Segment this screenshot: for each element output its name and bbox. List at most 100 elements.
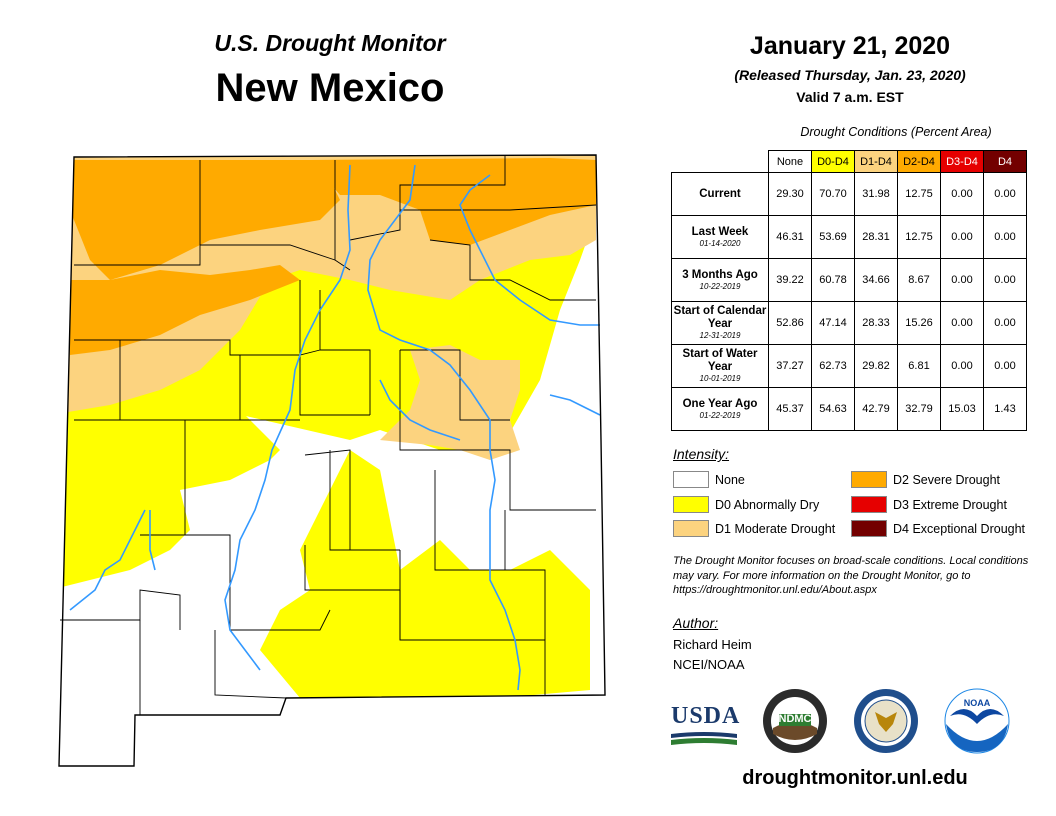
table-cell: 42.79 <box>854 387 898 431</box>
col-header-d3-d4: D3-D4 <box>940 150 984 173</box>
row-label: Start of Calendar Year 12-31-2019 <box>671 301 769 345</box>
table-cell: 28.31 <box>854 215 898 259</box>
table-cell: 0.00 <box>940 258 984 302</box>
table-cell: 0.00 <box>940 172 984 216</box>
table-cell: 39.22 <box>768 258 812 302</box>
disclaimer-note: The Drought Monitor focuses on broad-sca… <box>673 555 1029 596</box>
legend-label: D3 Extreme Drought <box>893 497 1007 512</box>
table-cell: 0.00 <box>983 301 1027 345</box>
doc-seal-logo <box>853 688 919 759</box>
ndmc-seal-icon <box>763 689 827 753</box>
row-label-date: 01-14-2020 <box>699 238 741 248</box>
table-cell: 0.00 <box>983 344 1027 388</box>
author-name: Richard Heim <box>673 637 752 652</box>
row-label-date: 10-22-2019 <box>699 281 741 291</box>
table-cell: 37.27 <box>768 344 812 388</box>
table-row: Last Week 01-14-2020 46.31 53.69 28.31 12.75 0… <box>671 215 1027 259</box>
table-cell: 29.82 <box>854 344 898 388</box>
website-url[interactable]: droughtmonitor.unl.edu <box>742 767 968 789</box>
legend-item-d4: D4 Exceptional Drought <box>851 520 1025 537</box>
table-cell: 47.14 <box>811 301 855 345</box>
legend-swatch <box>851 471 887 488</box>
row-label-text: Start of Calendar Year <box>673 305 767 330</box>
commerce-seal-icon <box>854 689 918 753</box>
usda-swoosh-icon <box>671 732 737 745</box>
row-label: One Year Ago 01-22-2019 <box>671 387 769 431</box>
table-caption: Drought Conditions (Percent Area) <box>800 125 992 139</box>
table-cell: 31.98 <box>854 172 898 216</box>
col-header-d0-d4: D0-D4 <box>811 150 855 173</box>
state-outline <box>58 154 606 767</box>
legend-label: D1 Moderate Drought <box>715 521 836 536</box>
legend-title: Intensity: <box>673 446 730 462</box>
ndmc-logo-text: NDMC <box>778 713 812 725</box>
legend-label: None <box>715 472 745 487</box>
legend-item-d0: D0 Abnormally Dry <box>673 496 819 513</box>
table-cell: 52.86 <box>768 301 812 345</box>
drought-conditions-table: None D0-D4 D1-D4 D2-D4 D3-D4 D4 Current 2… <box>671 150 1027 431</box>
author-org: NCEI/NOAA <box>673 657 745 672</box>
table-cell: 0.00 <box>940 301 984 345</box>
usda-logo: USDA <box>671 703 739 749</box>
legend-label: D2 Severe Drought <box>893 472 1001 487</box>
legend-swatch <box>673 520 709 537</box>
table-cell: 0.00 <box>983 215 1027 259</box>
table-cell: 0.00 <box>983 172 1027 216</box>
table-cell: 15.26 <box>897 301 941 345</box>
table-cell: 60.78 <box>811 258 855 302</box>
rivers <box>69 164 601 691</box>
row-label-text: One Year Ago <box>682 397 758 410</box>
table-row: Start of Calendar Year 12-31-2019 52.86 47.… <box>671 301 1027 345</box>
author-heading: Author: <box>673 615 719 631</box>
table-row: Start of Water Year 10-01-2019 37.27 62.73 2… <box>671 344 1027 388</box>
table-cell: 8.67 <box>897 258 941 302</box>
row-label-text: 3 Months Ago <box>682 268 758 281</box>
table-cell: 0.00 <box>940 344 984 388</box>
table-row: Current 29.30 70.70 31.98 12.75 0.00 0.00 <box>671 172 1027 216</box>
col-header-d1-d4: D1-D4 <box>854 150 898 173</box>
drought-area-d2 <box>70 158 596 355</box>
release-date: (Released Thursday, Jan. 23, 2020) <box>734 67 966 83</box>
legend-swatch <box>851 520 887 537</box>
row-label: 3 Months Ago 10-22-2019 <box>671 258 769 302</box>
row-label-text: Current <box>699 187 741 200</box>
row-label: Start of Water Year 10-01-2019 <box>671 344 769 388</box>
table-cell: 62.73 <box>811 344 855 388</box>
table-cell: 53.69 <box>811 215 855 259</box>
table-cell: 45.37 <box>768 387 812 431</box>
new-mexico-drought-map <box>58 154 606 767</box>
table-cell: 0.00 <box>940 215 984 259</box>
legend-item-d1: D1 Moderate Drought <box>673 520 835 537</box>
row-label: Current <box>671 172 769 216</box>
valid-date: January 21, 2020 <box>749 32 951 60</box>
row-label-date: 10-01-2019 <box>699 374 741 383</box>
legend-swatch <box>673 496 709 513</box>
table-cell: 32.79 <box>897 387 941 431</box>
noaa-logo: NOAA <box>944 688 1010 759</box>
row-label-text: Start of Water Year <box>682 348 758 373</box>
table-cell: 12.75 <box>897 172 941 216</box>
table-cell: 6.81 <box>897 344 941 388</box>
legend-label: D0 Abnormally Dry <box>715 497 820 512</box>
noaa-seagull-icon <box>944 688 1010 754</box>
legend-item-d2: D2 Severe Drought <box>851 471 1000 488</box>
col-header-none: None <box>768 150 812 173</box>
table-cell: 0.00 <box>983 258 1027 302</box>
row-label-date: 01-22-2019 <box>699 410 741 420</box>
table-cell: 46.31 <box>768 215 812 259</box>
table-cell: 28.33 <box>854 301 898 345</box>
map-title: New Mexico <box>215 66 445 110</box>
table-cell: 70.70 <box>811 172 855 216</box>
table-cell: 34.66 <box>854 258 898 302</box>
legend-item-none: None <box>673 471 745 488</box>
legend-swatch <box>673 471 709 488</box>
noaa-logo-text: NOAA <box>963 698 991 708</box>
table-cell: 12.75 <box>897 215 941 259</box>
col-header-d4: D4 <box>983 150 1027 173</box>
row-label-date: 12-31-2019 <box>699 331 741 340</box>
table-cell: 54.63 <box>811 387 855 431</box>
table-row: 3 Months Ago 10-22-2019 39.22 60.78 34.66 8.6… <box>671 258 1027 302</box>
col-header-d2-d4: D2-D4 <box>897 150 941 173</box>
table-cell: 29.30 <box>768 172 812 216</box>
ndmc-logo: NDMC <box>762 688 828 754</box>
